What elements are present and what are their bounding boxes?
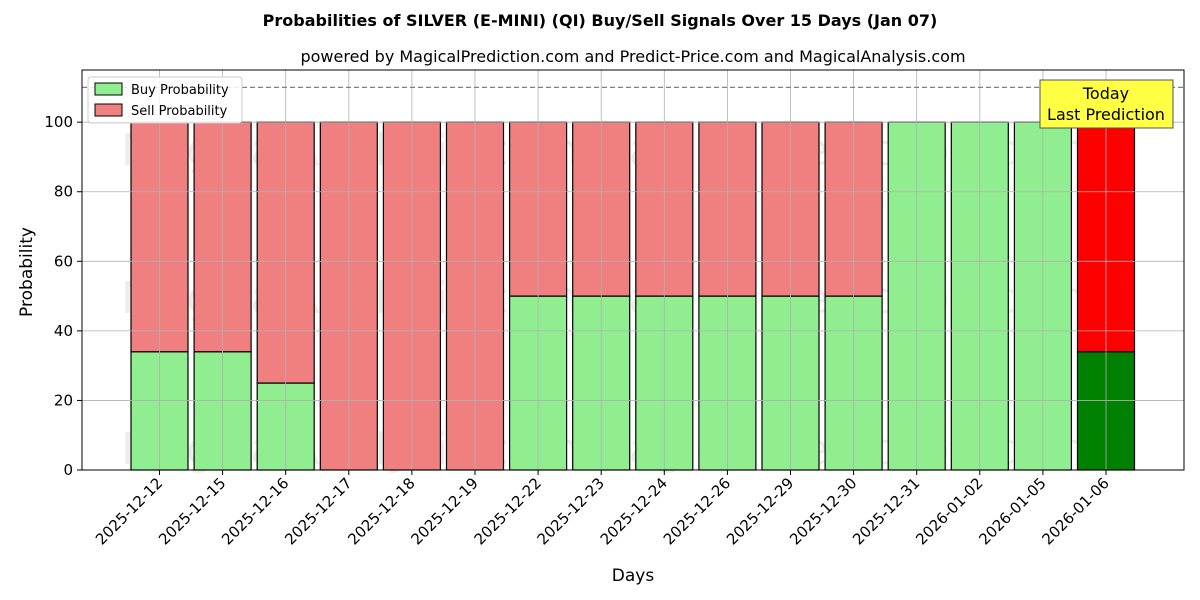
- legend-box: [87, 76, 243, 124]
- x-tick-label: 2026-01-06: [1038, 474, 1112, 548]
- x-tick-label: 2025-12-18: [344, 474, 418, 548]
- legend-swatch-buy: [94, 82, 123, 96]
- y-tick-label: 20: [54, 391, 73, 409]
- chart-subtitle: powered by MagicalPrediction.com and Pre…: [300, 47, 965, 66]
- annotation-box: [1039, 79, 1174, 129]
- x-tick-label: 2025-12-16: [218, 474, 292, 548]
- x-tick-label: 2025-12-24: [597, 474, 671, 548]
- legend-label-sell: Sell Probability: [131, 104, 228, 119]
- x-tick-label: 2025-12-22: [471, 474, 545, 548]
- x-axis-label: Days: [612, 566, 655, 586]
- y-tick-label: 60: [54, 252, 73, 270]
- plot-frame: [81, 69, 1185, 471]
- x-tick-label: 2025-12-19: [407, 474, 481, 548]
- annotation-line-2: Last Prediction: [1047, 105, 1165, 124]
- x-tick-label: 2025-12-31: [849, 474, 923, 548]
- y-tick-label: 80: [54, 183, 73, 201]
- legend-label-buy: Buy Probability: [131, 83, 229, 98]
- legend-swatch-sell: [94, 103, 123, 117]
- plot-area: MagicalAnalysis.comMagicalPrediction.com…: [44, 69, 1185, 548]
- y-tick-label: 40: [54, 322, 73, 340]
- x-tick-label: 2025-12-23: [534, 474, 608, 548]
- x-tick-label: 2025-12-12: [92, 474, 166, 548]
- x-tick-label: 2026-01-02: [912, 474, 986, 548]
- y-axis-label: Probability: [17, 227, 37, 317]
- x-tick-label: 2025-12-29: [723, 474, 797, 548]
- x-tick-label: 2025-12-15: [155, 474, 229, 548]
- x-tick-label: 2025-12-26: [660, 474, 734, 548]
- x-tick-label: 2026-01-05: [975, 474, 1049, 548]
- annotation-line-1: Today: [1082, 84, 1129, 103]
- y-tick-label: 100: [44, 113, 73, 131]
- y-tick-label: 0: [63, 461, 73, 479]
- x-tick-label: 2025-12-30: [786, 474, 860, 548]
- x-tick-label: 2025-12-17: [281, 474, 355, 548]
- chart-title: Probabilities of SILVER (E-MINI) (QI) Bu…: [263, 11, 938, 30]
